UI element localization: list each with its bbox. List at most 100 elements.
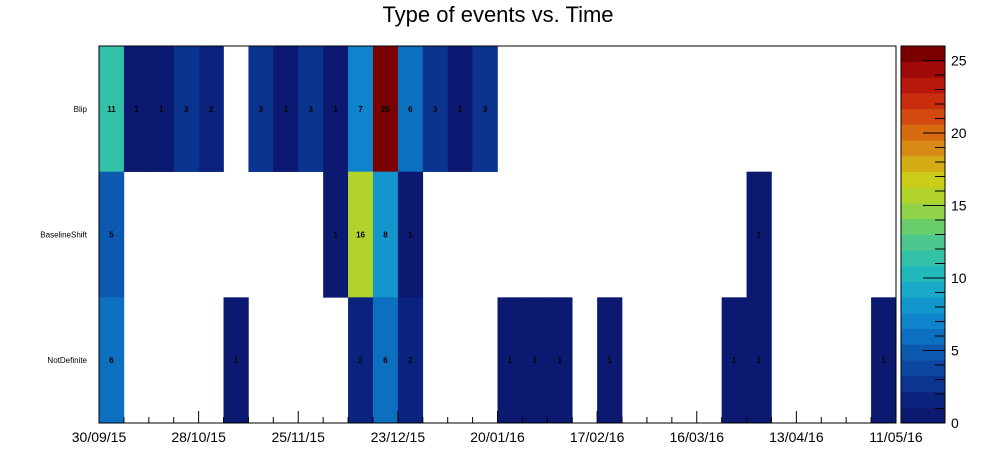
cell-value-label: 1 [732, 356, 737, 365]
heatmap-cell [721, 297, 747, 424]
cell-value-label: 1 [159, 105, 164, 114]
cell-value-label: 6 [408, 105, 413, 114]
heatmap-cell [597, 297, 623, 424]
heatmap-cell [422, 46, 448, 172]
palette-swatch [901, 140, 945, 157]
x-tick-label: 28/10/15 [171, 429, 226, 445]
palette-tick-label: 20 [951, 125, 967, 141]
x-tick-label: 16/03/16 [670, 429, 725, 445]
heatmap-cell [746, 297, 772, 424]
palette-swatch [901, 281, 945, 298]
cell-value-label: 1 [408, 231, 413, 240]
palette-tick-label: 5 [951, 343, 959, 359]
palette-swatch [901, 108, 945, 125]
palette-swatch [901, 265, 945, 282]
heatmap-cell [248, 46, 274, 172]
cell-value-label: 1 [284, 105, 289, 114]
x-axis: 30/09/15 28/10/15 25/11/15 23/12/15 20/01/16… [72, 411, 923, 445]
palette-swatch [901, 155, 945, 172]
cell-value-label: 1 [134, 105, 139, 114]
palette-swatch [901, 187, 945, 204]
heatmap-cell [173, 46, 199, 172]
cell-value-label: 1 [533, 356, 538, 365]
palette-swatch [901, 313, 945, 330]
heatmap-cell [472, 46, 498, 172]
heatmap-cells [99, 46, 897, 424]
heatmap-cell [547, 297, 573, 424]
palette-swatch [901, 77, 945, 94]
cell-value-label: 6 [109, 356, 114, 365]
cell-value-label: 3 [308, 105, 313, 114]
heatmap-cell [223, 297, 249, 424]
cell-value-label: 3 [483, 105, 488, 114]
cell-value-label: 8 [383, 231, 388, 240]
palette-swatch [901, 344, 945, 361]
heatmap-cell [298, 46, 324, 172]
palette-swatch [901, 46, 945, 63]
heatmap-cell [397, 297, 424, 424]
palette-tick-label: 25 [951, 53, 967, 69]
cell-value-label: 2 [358, 356, 363, 365]
heatmap-cell [372, 171, 399, 298]
palette-swatch [901, 61, 945, 78]
heatmap-cell [522, 297, 548, 424]
cell-value-label: 5 [109, 231, 114, 240]
heatmap-cell [148, 46, 175, 172]
cell-value-label: 11 [107, 105, 116, 114]
y-tick-label: Blip [74, 105, 88, 114]
palette-swatch [901, 250, 945, 267]
heatmap-cell [348, 46, 374, 172]
color-palette: 0 5 10 15 20 25 [900, 45, 967, 431]
palette-swatch [901, 203, 945, 220]
palette-tick-label: 15 [951, 198, 967, 214]
palette-swatch [901, 360, 945, 377]
heatmap-cell [447, 46, 473, 172]
x-tick-label: 17/02/16 [570, 429, 625, 445]
heatmap-cell [323, 171, 349, 298]
x-tick-label: 30/09/15 [72, 429, 127, 445]
palette-tick-label: 10 [951, 270, 967, 286]
cell-value-label: 1 [333, 231, 338, 240]
cell-value-label: 25 [381, 105, 390, 114]
heatmap-cell [397, 171, 424, 298]
cell-value-label: 1 [881, 356, 886, 365]
cell-value-label: 1 [234, 356, 239, 365]
heatmap-cell [348, 297, 374, 424]
palette-swatch [901, 407, 945, 424]
cell-value-label: 2 [408, 356, 413, 365]
x-tick-label: 13/04/16 [769, 429, 824, 445]
heatmap-cell [123, 46, 150, 172]
heatmap-cell [273, 46, 299, 172]
y-tick-label: NotDefinite [47, 356, 87, 365]
heatmap-cell [323, 46, 349, 172]
heatmap-cell [198, 46, 224, 172]
heatmap-cell [372, 46, 399, 172]
palette-swatch [901, 234, 945, 251]
heatmap-cell [397, 46, 424, 172]
cell-value-label: 1 [458, 105, 463, 114]
cell-value-label: 1 [508, 356, 513, 365]
cell-value-label: 3 [259, 105, 264, 114]
x-tick-label: 23/12/15 [371, 429, 426, 445]
cell-value-label: 6 [383, 356, 388, 365]
heatmap-cell [99, 46, 125, 172]
palette-swatch [901, 93, 945, 110]
cell-value-label: 16 [356, 231, 365, 240]
palette-swatch [901, 297, 945, 314]
heatmap-cell [871, 297, 897, 424]
cell-value-label: 1 [558, 356, 563, 365]
y-axis: Blip BaselineShift NotDefinite [40, 105, 87, 365]
palette-swatch [901, 328, 945, 345]
palette-swatch [901, 391, 945, 408]
cell-value-label: 1 [333, 105, 338, 114]
cell-value-label: 3 [433, 105, 438, 114]
heatmap-cell [99, 171, 125, 298]
cell-value-label: 1 [607, 356, 612, 365]
heatmap-cell [348, 171, 374, 298]
x-tick-label: 20/01/16 [470, 429, 525, 445]
cell-value-label: 2 [209, 105, 214, 114]
palette-swatch [901, 171, 945, 188]
palette-tick-label: 0 [951, 415, 959, 431]
heatmap-cell [99, 297, 125, 424]
